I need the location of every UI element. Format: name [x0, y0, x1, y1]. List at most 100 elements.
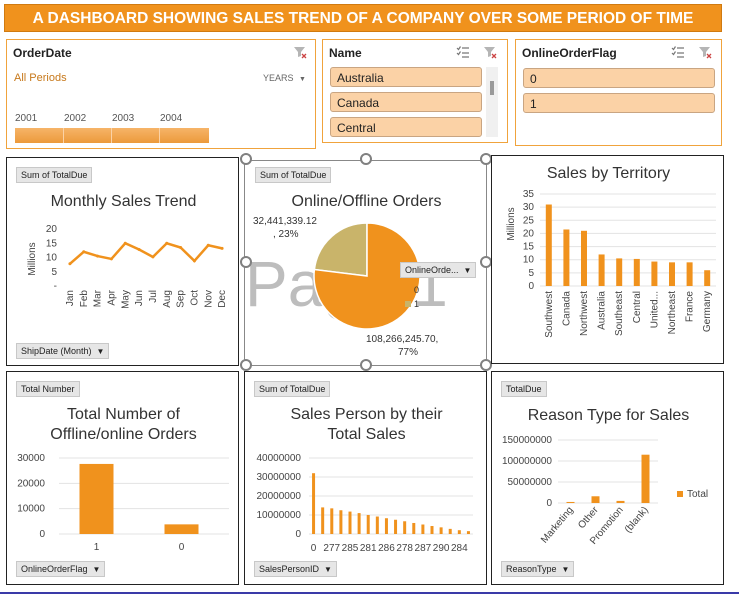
chevron-down-icon: ▼ — [96, 347, 105, 356]
y-tick-label: 0 — [528, 281, 534, 292]
pie-label-1-pct: , 23% — [273, 229, 299, 240]
territory-bar-chart[interactable]: Millions 35 30 25 20 15 10 5 0 Southwest Canada Nor… — [492, 186, 725, 362]
bar — [430, 526, 434, 534]
name-slicer[interactable]: Name Australia Canada Central — [322, 39, 508, 143]
x-tick-label: 0 — [311, 543, 317, 554]
bar — [164, 524, 199, 534]
chevron-down-icon: ▼ — [324, 565, 332, 574]
order-count-bar-chart[interactable]: 30000 20000 10000 0 1 0 — [7, 450, 237, 560]
y-tick-label: 5 — [51, 267, 57, 278]
x-tick-label: 277 — [323, 543, 340, 554]
y-tick-label: 20000 — [17, 478, 45, 489]
axis-field-button[interactable]: SalesPersonID ▼ — [254, 561, 337, 577]
chart-title: Sales by Territory — [546, 165, 671, 182]
multi-select-icon[interactable] — [456, 45, 470, 59]
bar — [439, 527, 443, 534]
value-field-button[interactable]: Sum of TotalDue — [16, 167, 93, 183]
name-slicer-title: Name — [329, 46, 362, 60]
resize-handle[interactable] — [360, 153, 372, 165]
chart-title-line-2: Offline/online Orders — [50, 426, 197, 443]
monthly-sales-line-chart[interactable]: Millions 20 15 10 5 -Jan Feb Mar Apr May Jun Jul Aug… — [7, 214, 237, 344]
axis-field-label: OnlineOrderFlag — [21, 564, 88, 574]
slicer-item-flag-1[interactable]: 1 — [523, 93, 715, 113]
value-field-button[interactable]: Sum of TotalDue — [254, 381, 331, 397]
x-tick-label: Central — [632, 291, 643, 323]
chart-title: Monthly Sales Trend — [50, 193, 197, 210]
y-tick-label: 20000000 — [257, 491, 302, 502]
granularity-select[interactable]: YEARS ▼ — [263, 73, 306, 83]
chevron-down-icon: ▼ — [299, 76, 306, 83]
salesperson-panel[interactable]: Sum of TotalDue Sales Person by their To… — [244, 371, 487, 585]
bar — [339, 510, 343, 534]
data-point — [109, 257, 113, 261]
scrollbar-thumb[interactable] — [490, 81, 494, 95]
x-tick-label: 1 — [94, 542, 100, 553]
y-axis-label: Millions — [27, 242, 38, 275]
order-count-panel[interactable]: Total Number Total Number of Offline/onl… — [6, 371, 239, 585]
chart-title-line-1: Sales Person by their — [290, 406, 443, 423]
axis-field-button[interactable]: ReasonType ▼ — [501, 561, 575, 577]
territory-panel[interactable]: Sales by Territory Millions 35 30 25 20 15 10 5… — [491, 155, 724, 364]
period-label: All Periods — [14, 72, 67, 84]
value-field-button[interactable]: Total Number — [16, 381, 80, 397]
y-tick-label: 15 — [46, 238, 58, 249]
slicer-scrollbar[interactable] — [486, 67, 498, 137]
axis-field-button[interactable]: OnlineOrderFlag ▼ — [16, 561, 106, 577]
granularity-label: YEARS — [263, 73, 294, 83]
resize-handle[interactable] — [360, 359, 372, 371]
slicer-item-canada[interactable]: Canada — [330, 92, 482, 112]
clear-filter-icon[interactable] — [698, 45, 712, 59]
resize-handle[interactable] — [240, 153, 252, 165]
salesperson-bar-chart[interactable]: 40000000 30000000 20000000 10000000 00 277 285… — [245, 452, 485, 560]
chart-title-line-2: Total Sales — [327, 426, 406, 443]
multi-select-icon[interactable] — [671, 45, 685, 59]
online-order-flag-slicer[interactable]: OnlineOrderFlag 0 1 — [515, 39, 722, 146]
legend-field-button[interactable]: OnlineOrde... ▼ — [400, 262, 477, 278]
x-tick-label: Dec — [217, 290, 228, 308]
clear-filter-icon[interactable] — [293, 45, 307, 59]
slicer-item-australia[interactable]: Australia — [330, 67, 482, 87]
value-field-button[interactable]: Sum of TotalDue — [255, 167, 332, 183]
legend-item-0: 0 — [405, 283, 419, 297]
value-field-button[interactable]: TotalDue — [501, 381, 547, 397]
pie-label-1-value: 32,441,339.12 — [253, 216, 317, 227]
bar — [616, 258, 623, 286]
bar — [79, 463, 114, 534]
data-point — [220, 246, 224, 250]
online-offline-panel[interactable]: Sum of TotalDue Online/Offline Orders Pa… — [244, 160, 487, 366]
y-tick-label: 10 — [523, 255, 535, 266]
bar — [633, 258, 640, 286]
online-offline-pie-chart[interactable] — [245, 161, 488, 367]
slicer-item-flag-0[interactable]: 0 — [523, 68, 715, 88]
resize-handle[interactable] — [240, 359, 252, 371]
bar — [598, 254, 605, 286]
x-tick-label: Canada — [561, 291, 572, 326]
y-tick-label: 30 — [523, 202, 535, 213]
axis-field-button[interactable]: ShipDate (Month) ▼ — [16, 343, 110, 359]
slicer-item-central[interactable]: Central — [330, 117, 482, 137]
pie-label-0-value: 108,266,245.70, — [366, 334, 439, 345]
legend-field-label: OnlineOrde... — [405, 265, 459, 275]
resize-handle[interactable] — [480, 359, 492, 371]
sheet-bottom-border — [0, 592, 739, 594]
y-tick-label: 150000000 — [502, 435, 552, 446]
orderdate-slicer-title: OrderDate — [13, 46, 72, 60]
y-tick-label: 20 — [523, 228, 535, 239]
pie-slice-1 — [313, 222, 368, 277]
pie-label-1: 32,441,339.12 , 23% — [253, 215, 317, 241]
reason-type-panel[interactable]: TotalDue Reason Type for Sales 150000000… — [491, 371, 724, 585]
x-tick-label: 278 — [396, 543, 413, 554]
x-tick-label: United... — [649, 291, 660, 328]
monthly-sales-panel[interactable]: Sum of TotalDue Monthly Sales Trend Mill… — [6, 157, 239, 366]
chart-title: Total Number of Offline/online Orders — [7, 405, 240, 445]
x-tick-label: Aug — [162, 290, 173, 308]
resize-handle[interactable] — [240, 256, 252, 268]
bar — [357, 513, 361, 534]
orderdate-timeline-slicer[interactable]: OrderDate All Periods YEARS ▼ 2001 2002 … — [6, 39, 316, 149]
bar — [403, 521, 407, 534]
clear-filter-icon[interactable] — [483, 45, 497, 59]
y-tick-label: 100000000 — [502, 456, 552, 467]
timeline-divider — [159, 128, 160, 143]
timeline-selection-bar[interactable] — [15, 128, 209, 143]
